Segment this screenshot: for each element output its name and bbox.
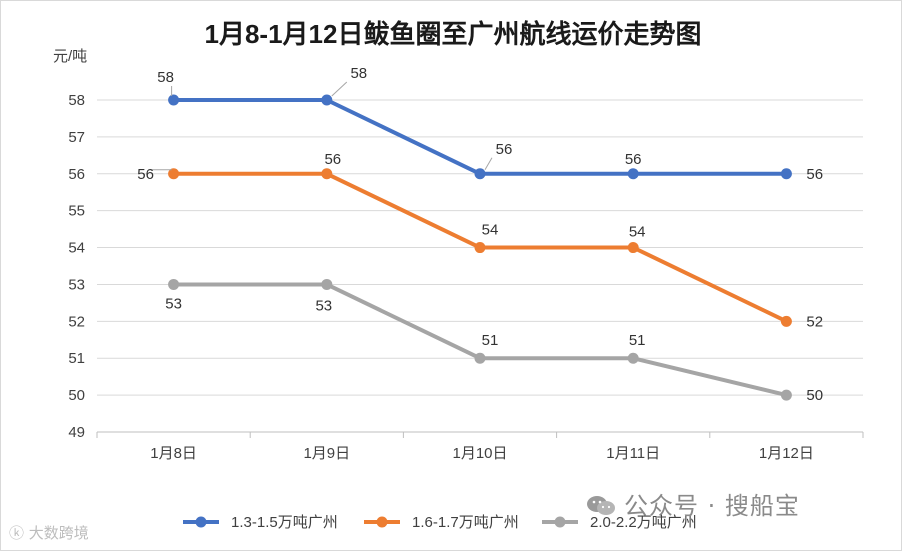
- label-leader-line: [484, 157, 493, 171]
- data-label: 56: [496, 141, 513, 158]
- data-label: 51: [482, 332, 499, 349]
- x-axis-ticks: 1月8日 1月9日 1月10日 1月11日 1月12日: [150, 445, 814, 462]
- legend-label: 1.6-1.7万吨广州: [412, 514, 519, 531]
- x-tick-label: 1月9日: [303, 445, 350, 462]
- legend-item-1: 1.3-1.5万吨广州: [183, 514, 338, 531]
- data-label: 53: [165, 295, 182, 312]
- series-1: 58 58 56 56 56: [157, 65, 823, 183]
- y-tick-label: 53: [68, 276, 85, 293]
- data-label: 50: [806, 387, 823, 404]
- y-axis-ticks: 49 50 51 52 53 54 55 56 57 58: [68, 92, 85, 441]
- data-label: 54: [482, 222, 499, 239]
- wechat-icon: [587, 496, 615, 515]
- label-leader-line: [331, 81, 348, 97]
- data-point: [780, 389, 792, 401]
- legend-item-3: 2.0-2.2万吨广州: [542, 514, 697, 531]
- data-label: 51: [629, 332, 646, 349]
- series-3: 53 53 51 51 50: [165, 278, 823, 404]
- y-tick-label: 50: [68, 387, 85, 404]
- data-label: 52: [806, 313, 823, 330]
- y-tick-label: 57: [68, 129, 85, 146]
- data-point: [321, 94, 333, 106]
- data-point: [780, 168, 792, 180]
- x-tick-label: 1月12日: [759, 445, 814, 462]
- data-point: [321, 278, 333, 290]
- data-point: [627, 242, 639, 254]
- data-point: [627, 168, 639, 180]
- data-point: [168, 278, 180, 290]
- source-watermark: ⓚ 大数跨境: [9, 522, 89, 543]
- data-point: [321, 168, 333, 180]
- legend-item-2: 1.6-1.7万吨广州: [364, 514, 519, 531]
- series-line: [171, 282, 789, 398]
- data-point: [168, 94, 180, 106]
- x-tick-label: 1月8日: [150, 445, 197, 462]
- y-tick-label: 52: [68, 313, 85, 330]
- public-account-watermark: 公众号 · 搜船宝: [586, 486, 800, 521]
- series-2: 56 56 54 54 52: [137, 151, 823, 331]
- y-tick-label: 56: [68, 166, 85, 183]
- y-tick-label: 49: [68, 424, 85, 441]
- legend-marker: [554, 516, 566, 528]
- y-tick-label: 55: [68, 203, 85, 220]
- data-point: [780, 315, 792, 327]
- legend-label: 1.3-1.5万吨广州: [231, 514, 338, 531]
- data-label: 54: [629, 224, 646, 241]
- data-label: 56: [806, 166, 823, 183]
- data-point: [627, 352, 639, 364]
- y-axis-unit-label: 元/吨: [53, 48, 87, 65]
- y-tick-label: 54: [68, 240, 85, 257]
- data-point: [474, 352, 486, 364]
- chart-title: 1月8-1月12日鲅鱼圈至广州航线运价走势图: [205, 19, 702, 49]
- source-text: 大数跨境: [28, 524, 89, 542]
- y-tick-label: 58: [68, 92, 85, 109]
- legend-marker: [195, 516, 207, 528]
- series-group: 58 58 56 56 56 56 56 54 54 52 53 53 51 51 50: [137, 65, 823, 404]
- data-point: [474, 242, 486, 254]
- data-label: 56: [324, 151, 341, 168]
- y-tick-label: 51: [68, 350, 85, 367]
- data-point: [474, 168, 486, 180]
- legend-marker: [376, 516, 388, 528]
- legend: 1.3-1.5万吨广州 1.6-1.7万吨广州 2.0-2.2万吨广州: [183, 514, 697, 531]
- data-label: 56: [137, 166, 154, 183]
- x-tick-label: 1月11日: [606, 445, 660, 462]
- data-point: [168, 168, 180, 180]
- legend-label: 2.0-2.2万吨广州: [590, 514, 697, 531]
- data-label: 58: [157, 69, 174, 86]
- data-label: 53: [315, 297, 332, 314]
- x-tick-label: 1月10日: [452, 445, 507, 462]
- data-label: 56: [625, 151, 642, 168]
- logo-icon: ⓚ: [9, 524, 29, 542]
- public-account-text: 公众号 · 搜船宝: [624, 492, 800, 520]
- data-label: 58: [350, 65, 367, 82]
